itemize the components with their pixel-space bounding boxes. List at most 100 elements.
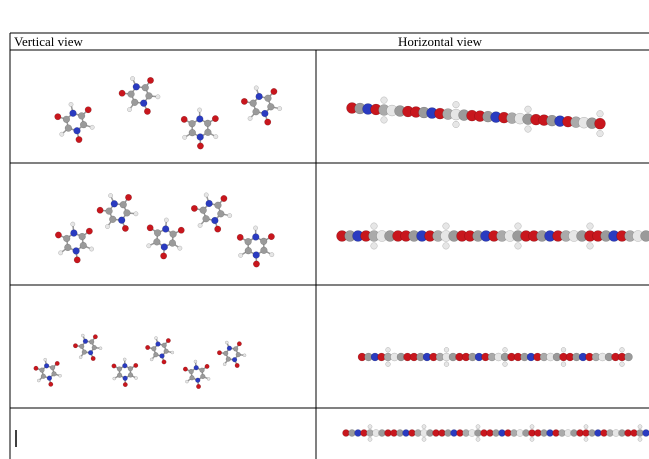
atom xyxy=(267,103,275,111)
atom xyxy=(240,97,248,105)
atom xyxy=(89,124,95,130)
atom xyxy=(118,216,126,224)
atom xyxy=(82,338,89,344)
atom xyxy=(40,373,47,379)
atom xyxy=(185,379,189,384)
atom xyxy=(642,429,649,437)
atom xyxy=(524,105,532,113)
atom xyxy=(260,237,268,245)
atom xyxy=(225,356,231,362)
atom xyxy=(211,115,219,123)
atom xyxy=(62,115,71,123)
atom xyxy=(529,436,535,442)
atom xyxy=(252,260,260,268)
atom xyxy=(277,106,283,112)
atom xyxy=(153,352,159,358)
atom xyxy=(624,352,633,362)
atom xyxy=(442,242,450,250)
atom xyxy=(217,210,225,218)
atom xyxy=(70,229,78,237)
atom xyxy=(252,233,260,241)
atom xyxy=(200,373,206,380)
atom xyxy=(64,124,73,132)
atom xyxy=(161,359,167,365)
atom xyxy=(196,142,204,150)
atom xyxy=(196,133,204,141)
atom xyxy=(202,215,210,223)
atom xyxy=(110,200,118,208)
atom xyxy=(72,247,80,255)
atom xyxy=(105,207,113,215)
atom xyxy=(226,345,233,351)
atom xyxy=(524,125,532,133)
atom xyxy=(39,367,45,373)
atom xyxy=(46,375,53,381)
atom xyxy=(160,252,168,260)
atom xyxy=(234,362,240,368)
atom xyxy=(227,213,233,219)
atom xyxy=(205,199,213,208)
atom xyxy=(235,351,241,358)
atom xyxy=(583,424,589,430)
atom xyxy=(270,88,278,95)
atom xyxy=(141,84,149,92)
atom xyxy=(133,362,139,368)
atom xyxy=(54,231,62,239)
atom xyxy=(204,363,210,369)
atom xyxy=(170,350,175,355)
atom xyxy=(249,99,257,107)
atom xyxy=(475,436,481,442)
atom xyxy=(596,130,604,138)
atom xyxy=(105,224,110,230)
atom xyxy=(96,206,104,214)
atom xyxy=(153,229,162,237)
atom xyxy=(637,436,643,442)
atom xyxy=(222,362,227,367)
atom xyxy=(188,368,194,375)
atom xyxy=(112,376,117,381)
atom xyxy=(160,243,168,251)
atom xyxy=(36,378,41,383)
atom xyxy=(195,377,201,383)
atom xyxy=(161,342,167,348)
atom xyxy=(130,76,136,82)
atom xyxy=(140,99,148,107)
atom xyxy=(594,117,606,130)
atom xyxy=(619,361,625,367)
atom xyxy=(367,436,373,442)
atom xyxy=(443,347,450,353)
atom xyxy=(196,384,202,389)
atom xyxy=(127,107,132,113)
atom xyxy=(78,232,86,241)
atom xyxy=(132,83,140,91)
atom xyxy=(69,109,77,117)
atom xyxy=(133,211,139,217)
atom xyxy=(253,85,259,91)
atom xyxy=(370,222,378,230)
atom xyxy=(193,365,199,371)
atom xyxy=(197,107,203,113)
atom xyxy=(225,340,229,345)
atom xyxy=(75,136,83,144)
atom xyxy=(203,192,209,198)
atom xyxy=(269,252,275,258)
atom xyxy=(637,424,643,430)
atom xyxy=(121,224,129,232)
atom xyxy=(79,241,87,250)
atom xyxy=(421,424,427,430)
atom xyxy=(385,347,391,353)
atom xyxy=(116,372,123,378)
atom xyxy=(68,101,74,107)
atom xyxy=(147,76,154,84)
atom xyxy=(127,372,134,378)
atom xyxy=(253,225,259,231)
atom xyxy=(72,343,78,349)
atom xyxy=(63,234,71,243)
atom xyxy=(529,424,535,430)
atom xyxy=(79,343,85,350)
atom xyxy=(81,349,87,355)
atom xyxy=(367,424,373,430)
atom xyxy=(43,363,50,369)
